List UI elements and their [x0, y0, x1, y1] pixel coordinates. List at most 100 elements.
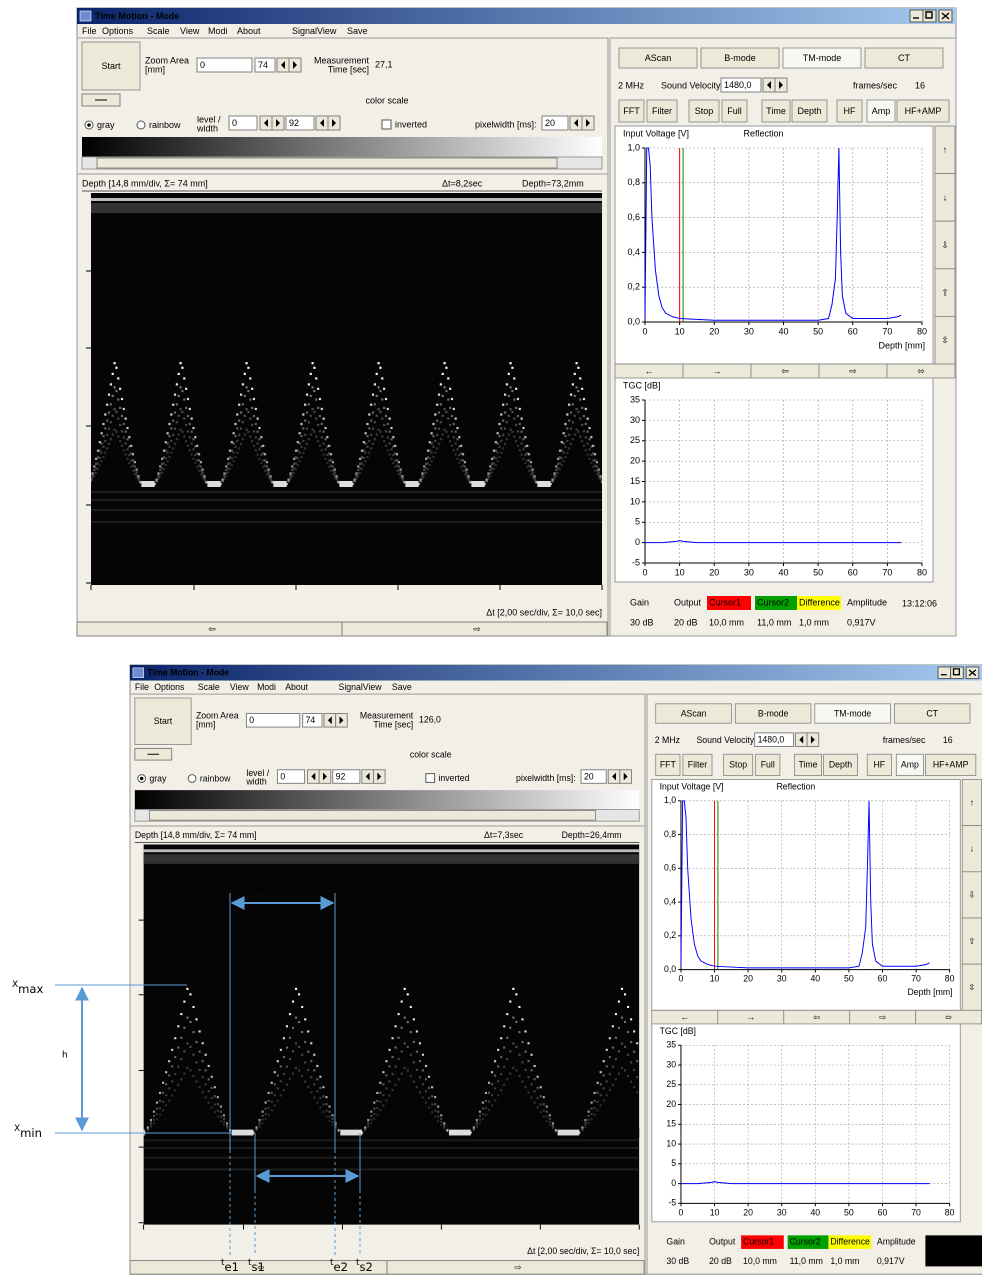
mode-button-label[interactable]: HF — [874, 760, 886, 770]
input-value[interactable]: 1480,0 — [758, 734, 785, 744]
scroll-arrow[interactable]: ⇦ — [208, 624, 216, 634]
mode-button[interactable] — [925, 753, 977, 776]
mode-button-label[interactable]: Stop — [729, 760, 747, 770]
tab-label[interactable]: B-mode — [758, 708, 789, 718]
nav-arrow-label[interactable]: ← — [645, 366, 654, 376]
input-box[interactable] — [754, 732, 794, 747]
menu-item[interactable]: File — [135, 682, 149, 692]
tab[interactable] — [864, 47, 944, 69]
mode-button-label[interactable]: Full — [727, 106, 742, 116]
checkbox-label[interactable]: inverted — [395, 119, 427, 129]
input-box[interactable] — [245, 713, 301, 728]
nav-arrow-label[interactable]: → — [746, 1012, 755, 1022]
side-arrow-label[interactable]: ⇧ — [968, 936, 975, 946]
nav-arrow-label[interactable]: ← — [680, 1012, 689, 1022]
side-arrow-label[interactable]: ⇩ — [968, 890, 975, 900]
mode-button-label[interactable]: HF+AMP — [905, 106, 942, 116]
mode-button[interactable] — [761, 99, 791, 123]
menu-item[interactable]: View — [230, 682, 249, 692]
input-box[interactable] — [276, 769, 306, 784]
mode-button[interactable] — [866, 99, 896, 123]
tab-label[interactable]: AScan — [681, 708, 707, 718]
mode-button-label[interactable]: Depth — [797, 106, 821, 116]
menu-item[interactable]: Modi — [257, 682, 276, 692]
window-control[interactable] — [950, 666, 964, 680]
mode-button[interactable] — [895, 753, 924, 776]
mode-button-label[interactable]: HF+AMP — [933, 760, 969, 770]
side-arrow-label[interactable]: ⇳ — [968, 982, 975, 992]
mode-button-label[interactable]: Amp — [872, 106, 891, 116]
input-box[interactable] — [720, 77, 762, 93]
scroll-thumb[interactable] — [148, 810, 597, 821]
mode-button[interactable] — [836, 99, 863, 123]
input-value[interactable]: 74 — [306, 715, 316, 725]
side-arrow-label[interactable]: ⇩ — [941, 240, 949, 250]
mode-button-label[interactable]: Time — [766, 106, 786, 116]
mode-button-label[interactable]: Amp — [901, 760, 919, 770]
input-value[interactable]: 0 — [249, 715, 254, 725]
radio-button[interactable] — [136, 120, 146, 130]
menu-item[interactable]: About — [237, 26, 261, 36]
start-button[interactable] — [81, 41, 141, 91]
mode-button-label[interactable]: Stop — [695, 106, 714, 116]
scroll-arrow[interactable]: ⇨ — [514, 1262, 522, 1272]
input-value[interactable]: 20 — [584, 771, 594, 781]
nav-arrow-label[interactable]: ⇦ — [813, 1012, 821, 1022]
tab[interactable] — [700, 47, 780, 69]
input-box[interactable] — [332, 769, 361, 784]
mode-button[interactable] — [794, 753, 822, 776]
input-value[interactable]: 1480,0 — [724, 80, 752, 90]
input-value[interactable]: 0 — [200, 60, 205, 70]
menu-item[interactable]: Scale — [198, 682, 220, 692]
tab-label[interactable]: TM-mode — [803, 53, 842, 63]
nav-arrow-label[interactable]: ⇨ — [849, 366, 857, 376]
nav-arrow-label[interactable]: ⇦ — [781, 366, 789, 376]
input-box[interactable] — [254, 57, 276, 73]
menu-item[interactable]: Options — [102, 26, 134, 36]
scroll-button[interactable] — [386, 1260, 645, 1275]
input-box[interactable] — [228, 115, 258, 131]
tab[interactable] — [655, 703, 732, 724]
menu-item[interactable]: Modi — [208, 26, 228, 36]
menu-item[interactable]: View — [180, 26, 200, 36]
input-box[interactable] — [302, 713, 323, 728]
mode-button[interactable] — [618, 99, 645, 123]
mode-button-label[interactable]: Filter — [688, 760, 707, 770]
nav-arrow-label[interactable]: ⬄ — [917, 366, 925, 376]
side-arrow-label[interactable]: ↓ — [970, 844, 974, 854]
nav-arrow-label[interactable]: ⇨ — [879, 1012, 887, 1022]
side-arrow-label[interactable]: ⇧ — [941, 287, 949, 297]
input-value[interactable]: 74 — [258, 60, 268, 70]
tab-label[interactable]: AScan — [645, 53, 672, 63]
start-button[interactable] — [134, 697, 192, 745]
mode-button-label[interactable]: Filter — [652, 106, 672, 116]
mode-button-label[interactable]: Depth — [829, 760, 852, 770]
mode-button-label[interactable]: HF — [844, 106, 856, 116]
menu-item[interactable]: Options — [154, 682, 185, 692]
nav-arrow-label[interactable]: → — [713, 366, 722, 376]
scroll-arrow[interactable]: ⇨ — [473, 624, 481, 634]
input-box[interactable] — [541, 115, 569, 131]
input-value[interactable]: 0 — [232, 118, 237, 128]
input-box[interactable] — [285, 115, 315, 131]
mode-button-label[interactable]: FFT — [623, 106, 640, 116]
tab-label[interactable]: B-mode — [724, 53, 756, 63]
start-button-label[interactable]: Start — [154, 716, 173, 726]
mode-button[interactable] — [723, 753, 754, 776]
input-value[interactable]: 20 — [545, 118, 555, 128]
input-box[interactable] — [580, 769, 607, 784]
window-control[interactable] — [909, 9, 924, 23]
mode-button[interactable] — [721, 99, 748, 123]
radio-label[interactable]: gray — [149, 773, 167, 783]
mode-button[interactable] — [866, 753, 892, 776]
checkbox[interactable] — [381, 119, 392, 130]
radio-label[interactable]: gray — [97, 120, 115, 130]
tab[interactable] — [893, 703, 971, 724]
menu-item[interactable]: File — [82, 26, 97, 36]
input-value[interactable]: 0 — [280, 771, 285, 781]
tab-label[interactable]: TM-mode — [834, 708, 871, 718]
mode-button[interactable] — [688, 99, 720, 123]
scroll-button[interactable] — [341, 621, 608, 637]
side-arrow-label[interactable]: ↓ — [943, 192, 948, 202]
input-value[interactable]: 92 — [289, 118, 299, 128]
